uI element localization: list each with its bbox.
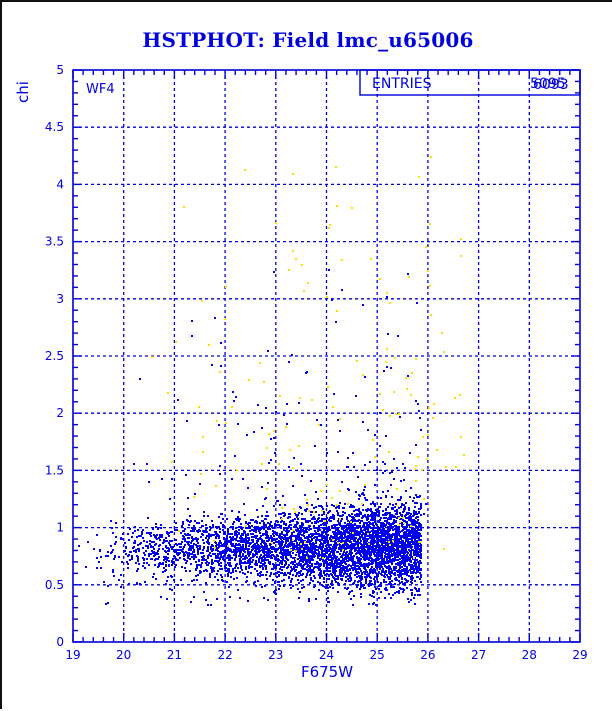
y-tick-label: 5 bbox=[56, 63, 64, 77]
y-tick-label: 4.5 bbox=[45, 120, 64, 134]
entries-legend-box: ENTRIES 5095 6093 bbox=[360, 70, 580, 95]
chip-label: WF4 bbox=[86, 82, 115, 97]
x-tick-label: 26 bbox=[420, 648, 435, 662]
y-tick-label: 2.5 bbox=[45, 349, 64, 363]
x-tick-label: 22 bbox=[217, 648, 232, 662]
data-points bbox=[78, 156, 465, 606]
y-tick-label: 1 bbox=[56, 521, 64, 535]
x-tick-label: 23 bbox=[268, 648, 283, 662]
y-tick-label: 3 bbox=[56, 292, 64, 306]
y-tick-label: 4 bbox=[56, 177, 64, 191]
entries-label: ENTRIES bbox=[372, 76, 432, 92]
x-axis-title: F675W bbox=[301, 663, 353, 681]
x-tick-label: 29 bbox=[572, 648, 587, 662]
y-tick-label: 0 bbox=[56, 635, 64, 649]
axis-tick-labels: 19 20 21 22 23 24 25 26 27 28 29 0 0.5 1 1.5 2 2.5 3 3.5 4 4… bbox=[45, 63, 588, 662]
x-tick-label: 19 bbox=[65, 648, 80, 662]
entries-value-overlap: 6093 bbox=[533, 77, 569, 93]
y-tick-label: 2 bbox=[56, 406, 64, 420]
x-tick-label: 20 bbox=[116, 648, 131, 662]
x-tick-label: 21 bbox=[167, 648, 182, 662]
x-tick-label: 24 bbox=[319, 648, 334, 662]
x-tick-label: 25 bbox=[370, 648, 385, 662]
y-tick-label: 1.5 bbox=[45, 463, 64, 477]
y-tick-label: 0.5 bbox=[45, 578, 64, 592]
y-tick-label: 3.5 bbox=[45, 235, 64, 249]
x-tick-label: 28 bbox=[522, 648, 537, 662]
x-tick-label: 27 bbox=[471, 648, 486, 662]
y-axis-title: chi bbox=[14, 81, 32, 103]
